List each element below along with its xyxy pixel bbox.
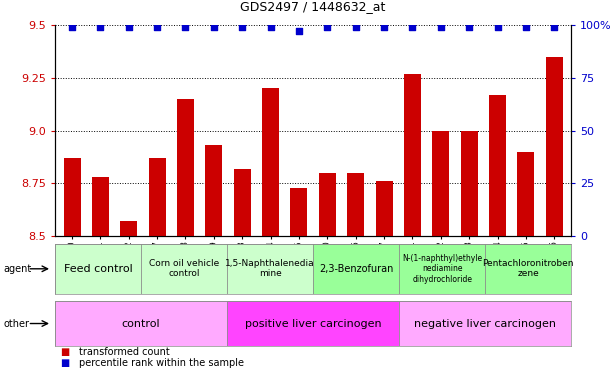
Bar [404, 74, 421, 236]
Bar [433, 131, 449, 236]
Point [323, 24, 332, 30]
Bar [234, 169, 251, 236]
Point [549, 24, 559, 30]
Bar [177, 99, 194, 236]
Point [152, 24, 162, 30]
Text: agent: agent [3, 264, 31, 274]
Bar [461, 131, 478, 236]
Bar [399, 244, 485, 294]
Bar [55, 244, 141, 294]
Bar [290, 188, 307, 236]
Bar [313, 244, 399, 294]
Point [124, 24, 134, 30]
Text: transformed count: transformed count [79, 347, 170, 357]
Bar [120, 222, 137, 236]
Bar [55, 301, 227, 346]
Text: GDS2497 / 1448632_at: GDS2497 / 1448632_at [241, 0, 386, 13]
Bar [92, 177, 109, 236]
Bar [262, 88, 279, 236]
Bar [376, 181, 392, 236]
Bar [399, 301, 571, 346]
Bar [64, 158, 81, 236]
Text: N-(1-naphthyl)ethyle
nediamine
dihydrochloride: N-(1-naphthyl)ethyle nediamine dihydroch… [402, 254, 482, 284]
Point [266, 24, 276, 30]
Bar [489, 95, 506, 236]
Point [237, 24, 247, 30]
Text: Feed control: Feed control [64, 264, 133, 274]
Point [464, 24, 474, 30]
Point [521, 24, 531, 30]
Text: ■: ■ [61, 358, 73, 368]
Point [67, 24, 77, 30]
Bar [319, 173, 336, 236]
Bar [227, 301, 399, 346]
Bar [205, 146, 222, 236]
Text: other: other [3, 318, 29, 329]
Point [351, 24, 360, 30]
Point [436, 24, 445, 30]
Text: positive liver carcinogen: positive liver carcinogen [245, 318, 381, 329]
Bar [518, 152, 535, 236]
Point [408, 24, 417, 30]
Text: Corn oil vehicle
control: Corn oil vehicle control [149, 259, 219, 278]
Point [379, 24, 389, 30]
Bar [485, 244, 571, 294]
Bar [347, 173, 364, 236]
Text: negative liver carcinogen: negative liver carcinogen [414, 318, 556, 329]
Point [181, 24, 191, 30]
Bar [546, 57, 563, 236]
Point [95, 24, 105, 30]
Point [209, 24, 219, 30]
Text: 2,3-Benzofuran: 2,3-Benzofuran [319, 264, 393, 274]
Bar [148, 158, 166, 236]
Text: ■: ■ [61, 347, 73, 357]
Bar [141, 244, 227, 294]
Bar [227, 244, 313, 294]
Text: percentile rank within the sample: percentile rank within the sample [79, 358, 244, 368]
Text: Pentachloronitroben
zene: Pentachloronitroben zene [483, 259, 574, 278]
Text: control: control [122, 318, 160, 329]
Text: 1,5-Naphthalenedia
mine: 1,5-Naphthalenedia mine [225, 259, 315, 278]
Point [294, 28, 304, 35]
Point [492, 24, 502, 30]
